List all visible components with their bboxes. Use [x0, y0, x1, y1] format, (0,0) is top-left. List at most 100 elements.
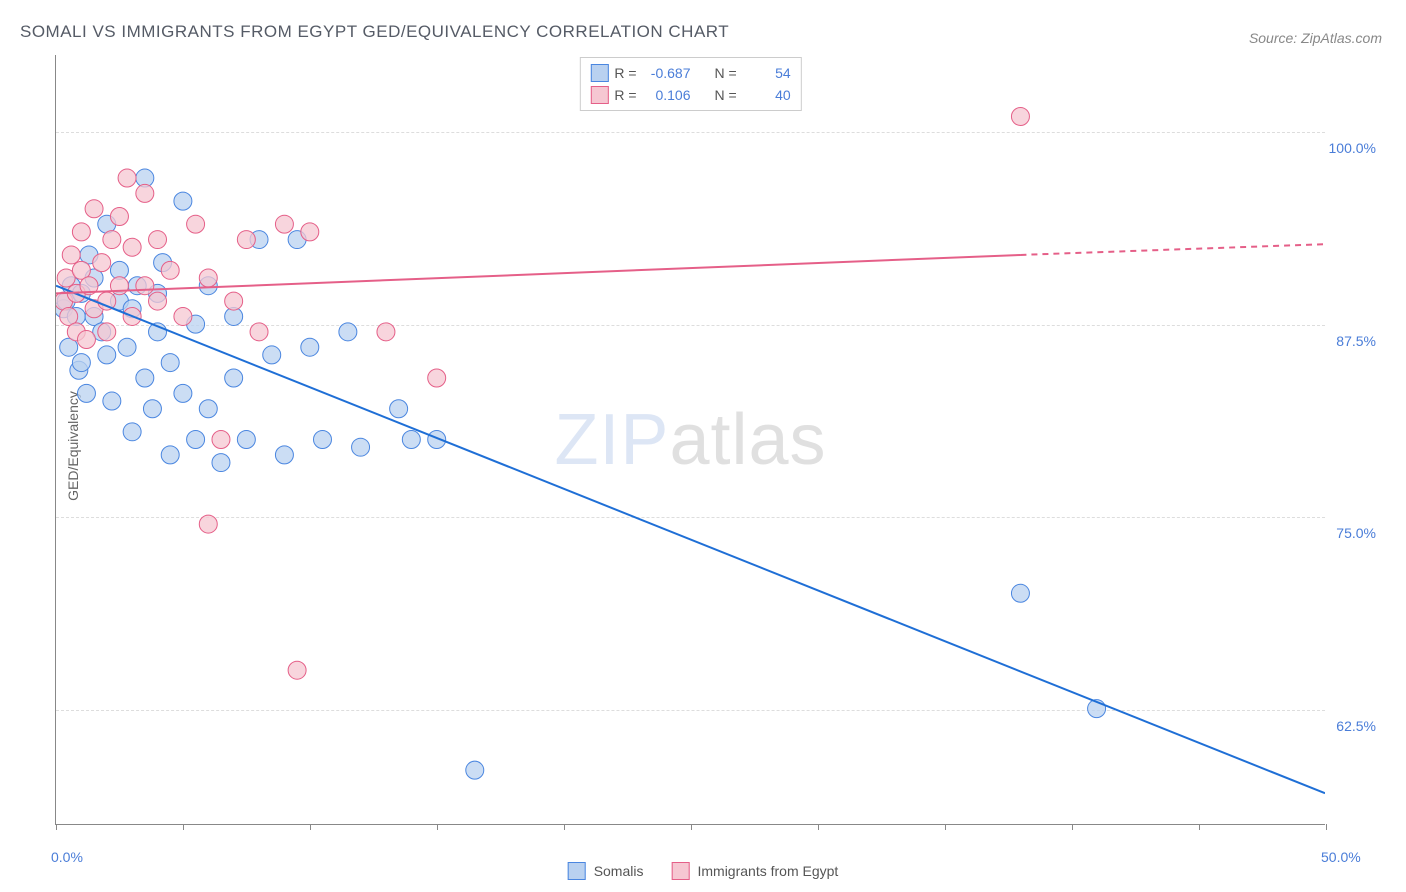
data-point [390, 400, 408, 418]
data-point [103, 231, 121, 249]
data-point [161, 354, 179, 372]
n-label: N = [715, 65, 737, 81]
data-point [225, 369, 243, 387]
regression-line-extrapolated [1020, 244, 1325, 255]
data-point [199, 515, 217, 533]
data-point [225, 292, 243, 310]
legend-label-egypt: Immigrants from Egypt [697, 863, 838, 879]
data-point [123, 238, 141, 256]
data-point [237, 231, 255, 249]
data-point [149, 292, 167, 310]
x-tick [1199, 824, 1200, 830]
data-point [263, 346, 281, 364]
r-label: R = [614, 65, 636, 81]
data-point [377, 323, 395, 341]
chart-title: SOMALI VS IMMIGRANTS FROM EGYPT GED/EQUI… [20, 22, 729, 42]
x-tick [564, 824, 565, 830]
x-tick-label: 0.0% [51, 849, 83, 865]
x-tick [56, 824, 57, 830]
correlation-legend: R = -0.687 N = 54 R = 0.106 N = 40 [579, 57, 801, 111]
data-point [149, 231, 167, 249]
data-point [98, 346, 116, 364]
data-point [103, 392, 121, 410]
data-point [402, 431, 420, 449]
data-point [275, 215, 293, 233]
x-tick [1326, 824, 1327, 830]
x-tick-label: 50.0% [1321, 849, 1361, 865]
legend-item-egypt: Immigrants from Egypt [671, 862, 838, 880]
data-point [136, 277, 154, 295]
data-point [123, 423, 141, 441]
data-point [136, 184, 154, 202]
series-legend: Somalis Immigrants from Egypt [568, 862, 839, 880]
data-point [85, 200, 103, 218]
chart-source: Source: ZipAtlas.com [1249, 30, 1382, 46]
data-point [118, 338, 136, 356]
y-tick-label: 75.0% [1336, 525, 1376, 541]
data-point [1011, 584, 1029, 602]
y-tick-label: 62.5% [1336, 718, 1376, 734]
data-point [98, 292, 116, 310]
data-point [72, 223, 90, 241]
legend-swatch-somalis [590, 64, 608, 82]
data-point [466, 761, 484, 779]
data-point [212, 431, 230, 449]
data-point [275, 446, 293, 464]
data-point [339, 323, 357, 341]
x-tick [818, 824, 819, 830]
x-tick [691, 824, 692, 830]
data-point [428, 369, 446, 387]
data-point [174, 384, 192, 402]
legend-item-somalis: Somalis [568, 862, 644, 880]
data-point [98, 323, 116, 341]
data-point [62, 246, 80, 264]
data-point [237, 431, 255, 449]
plot-area: ZIPatlas R = -0.687 N = 54 R = 0.106 N =… [55, 55, 1325, 825]
data-point [301, 338, 319, 356]
r-value-somalis: -0.687 [643, 65, 691, 81]
legend-swatch-egypt [590, 86, 608, 104]
legend-label-somalis: Somalis [594, 863, 644, 879]
plot-svg [56, 55, 1325, 824]
data-point [288, 661, 306, 679]
data-point [72, 354, 90, 372]
data-point [77, 384, 95, 402]
data-point [313, 431, 331, 449]
data-point [77, 331, 95, 349]
data-point [143, 400, 161, 418]
data-point [199, 400, 217, 418]
n-value-somalis: 54 [743, 65, 791, 81]
legend-swatch-egypt [671, 862, 689, 880]
data-point [212, 454, 230, 472]
legend-swatch-somalis [568, 862, 586, 880]
data-point [161, 446, 179, 464]
legend-row-somalis: R = -0.687 N = 54 [590, 62, 790, 84]
regression-line [56, 286, 1325, 794]
y-tick-label: 100.0% [1329, 140, 1376, 156]
n-value-egypt: 40 [743, 87, 791, 103]
data-point [93, 254, 111, 272]
n-label: N = [715, 87, 737, 103]
data-point [301, 223, 319, 241]
data-point [174, 307, 192, 325]
data-point [250, 323, 268, 341]
x-tick [1072, 824, 1073, 830]
data-point [174, 192, 192, 210]
data-point [161, 261, 179, 279]
x-tick [945, 824, 946, 830]
r-label: R = [614, 87, 636, 103]
data-point [187, 431, 205, 449]
x-tick [437, 824, 438, 830]
data-point [187, 215, 205, 233]
data-point [352, 438, 370, 456]
data-point [136, 369, 154, 387]
x-tick [183, 824, 184, 830]
r-value-egypt: 0.106 [643, 87, 691, 103]
data-point [199, 269, 217, 287]
data-point [118, 169, 136, 187]
legend-row-egypt: R = 0.106 N = 40 [590, 84, 790, 106]
data-point [1011, 108, 1029, 126]
x-tick [310, 824, 311, 830]
y-tick-label: 87.5% [1336, 333, 1376, 349]
data-point [110, 208, 128, 226]
